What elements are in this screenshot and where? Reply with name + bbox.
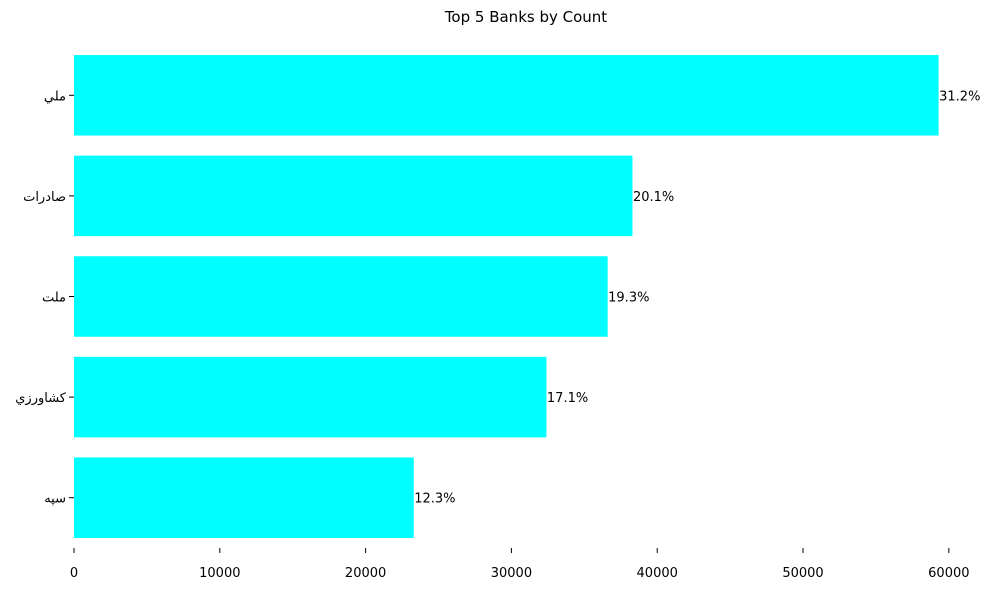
x-tick-label: 20000 bbox=[345, 566, 386, 581]
data-label: 20.1% bbox=[633, 190, 674, 205]
bar bbox=[74, 356, 547, 438]
x-axis: 0 10000 20000 30000 40000 50000 60000 bbox=[70, 548, 970, 581]
bar bbox=[74, 256, 608, 337]
bar bbox=[74, 55, 939, 136]
x-tick-label: 0 bbox=[70, 566, 78, 581]
y-tick-label: ملت bbox=[42, 291, 66, 306]
data-label: 12.3% bbox=[414, 492, 455, 507]
bars-group: 31.2% 20.1% 19.3% 17.1% 12.3% bbox=[74, 55, 980, 538]
data-label: 17.1% bbox=[547, 391, 588, 406]
bar bbox=[74, 457, 414, 538]
data-label: 31.2% bbox=[939, 89, 980, 104]
x-tick-label: 10000 bbox=[199, 566, 240, 581]
y-tick-label: صادرات bbox=[23, 190, 66, 205]
chart-title: Top 5 Banks by Count bbox=[444, 8, 607, 26]
y-tick-label: ملي bbox=[44, 89, 66, 104]
bar bbox=[74, 155, 633, 237]
data-label: 19.3% bbox=[608, 291, 649, 306]
x-tick-label: 50000 bbox=[782, 566, 823, 581]
x-tick-label: 40000 bbox=[637, 566, 678, 581]
y-tick-label: كشاورزي bbox=[15, 391, 67, 406]
y-tick-label: سپه bbox=[44, 492, 66, 507]
y-axis: ملي صادرات ملت كشاورزي سپه bbox=[15, 89, 74, 507]
x-tick-label: 60000 bbox=[928, 566, 969, 581]
x-tick-label: 30000 bbox=[491, 566, 532, 581]
